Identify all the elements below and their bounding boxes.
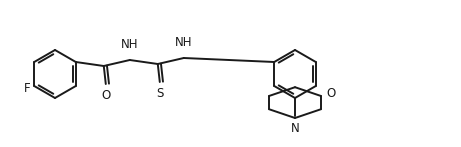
Text: N: N bbox=[290, 122, 299, 135]
Text: NH: NH bbox=[121, 38, 139, 51]
Text: S: S bbox=[156, 87, 164, 100]
Text: F: F bbox=[24, 81, 30, 95]
Text: O: O bbox=[326, 86, 335, 100]
Text: O: O bbox=[101, 89, 111, 102]
Text: NH: NH bbox=[175, 36, 193, 49]
